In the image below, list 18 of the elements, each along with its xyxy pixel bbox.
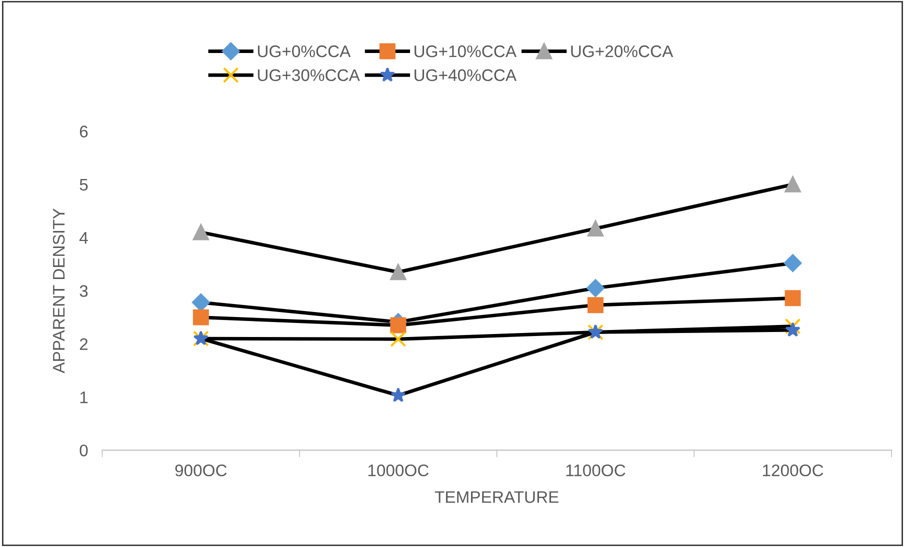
x-axis-title: TEMPERATURE (434, 491, 558, 503)
y-tick-label: 1 (80, 392, 88, 404)
x-tick-label: 1000OC (368, 464, 429, 476)
legend-label: UG+10%CCA (414, 45, 517, 58)
y-tick-label: 4 (79, 232, 88, 244)
y-tick-label: 5 (80, 179, 88, 191)
y-tick-label: 6 (80, 126, 88, 138)
y-axis-title: APPARENT DENSITY (52, 208, 65, 374)
x-tick-label: 1100OC (566, 464, 626, 476)
legend-label: UG+0%CCA (258, 45, 351, 58)
legend-label: UG+30%CCA (258, 69, 360, 82)
x-tick-label: 900OC (175, 464, 227, 476)
y-tick-label: 0 (80, 444, 88, 456)
x-tick-label: 1200OC (763, 464, 824, 476)
legend-label: UG+20%CCA (571, 45, 674, 58)
y-tick-label: 2 (80, 338, 88, 350)
legend-label: UG+40%CCA (414, 69, 517, 82)
y-tick-label: 3 (80, 285, 88, 297)
